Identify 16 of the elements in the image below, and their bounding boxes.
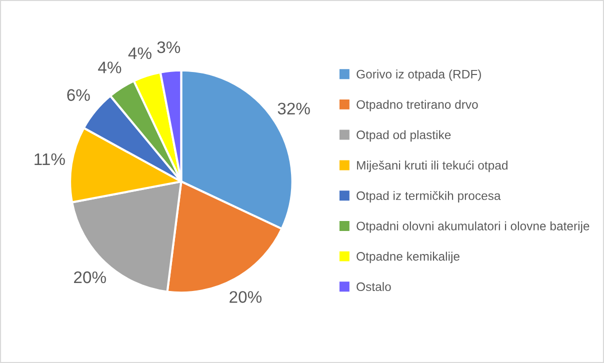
legend-label: Otpadno tretirano drvo: [356, 100, 478, 112]
data-label: 3%: [157, 41, 180, 54]
legend-label: Gorivo iz otpada (RDF): [356, 70, 481, 81]
legend-label: Otpadne kemikalije: [356, 252, 460, 264]
data-label: 6%: [67, 89, 90, 101]
legend-label: Ostalo: [356, 282, 391, 292]
legend-label: Otpadni olovni akumulatori i olovne baterije: [356, 221, 590, 233]
data-label: 11%: [34, 153, 65, 166]
legend-label: Otpad iz termičkih procesa: [356, 191, 501, 202]
legend-label: Miješani kruti ili tekući otpad: [357, 160, 508, 172]
data-label: 4%: [98, 62, 122, 74]
legend-label: Otpad od plastike: [356, 130, 451, 142]
data-label: 32%: [278, 102, 310, 114]
data-label: 20%: [74, 271, 106, 284]
data-label: 4%: [128, 47, 152, 60]
data-label: 20%: [230, 291, 262, 303]
